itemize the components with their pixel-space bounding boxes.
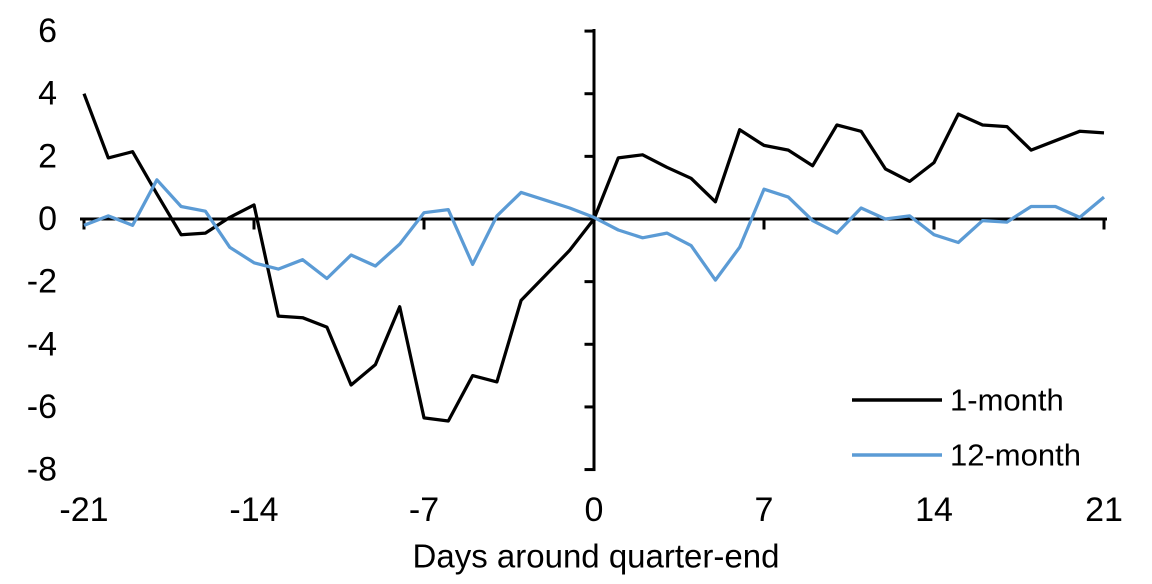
series-line-12-month (83, 178, 1106, 282)
legend: 1-month 12-month (852, 383, 1081, 473)
y-tick-label: 6 (38, 12, 57, 50)
x-tick-label: 0 (585, 491, 604, 529)
x-tick-label: 14 (915, 491, 953, 529)
y-tick-label: 2 (38, 137, 57, 175)
x-tick-label: -14 (229, 491, 278, 529)
x-axis-title: Days around quarter-end (413, 538, 780, 575)
axis-tick-marks (82, 29, 1106, 472)
y-tick-label: -4 (27, 325, 57, 363)
y-axis-tick-labels: 6 4 2 0 -2 -4 -6 -8 (27, 12, 57, 488)
x-axis-tick-labels: -21 -14 -7 0 7 14 21 (59, 491, 1122, 529)
y-tick-label: -6 (27, 388, 57, 426)
y-tick-label: 0 (38, 200, 57, 238)
legend-label-12-month: 12-month (950, 438, 1081, 473)
data-series-lines (82, 93, 1106, 423)
y-tick-label: -8 (27, 451, 57, 489)
y-tick-label: 4 (38, 75, 57, 113)
x-tick-label: 7 (755, 491, 774, 529)
y-tick-label: -2 (27, 263, 57, 301)
x-tick-label: -21 (59, 491, 108, 529)
x-tick-label: 21 (1085, 491, 1123, 529)
legend-label-1-month: 1-month (950, 383, 1064, 418)
x-tick-label: -7 (409, 491, 439, 529)
